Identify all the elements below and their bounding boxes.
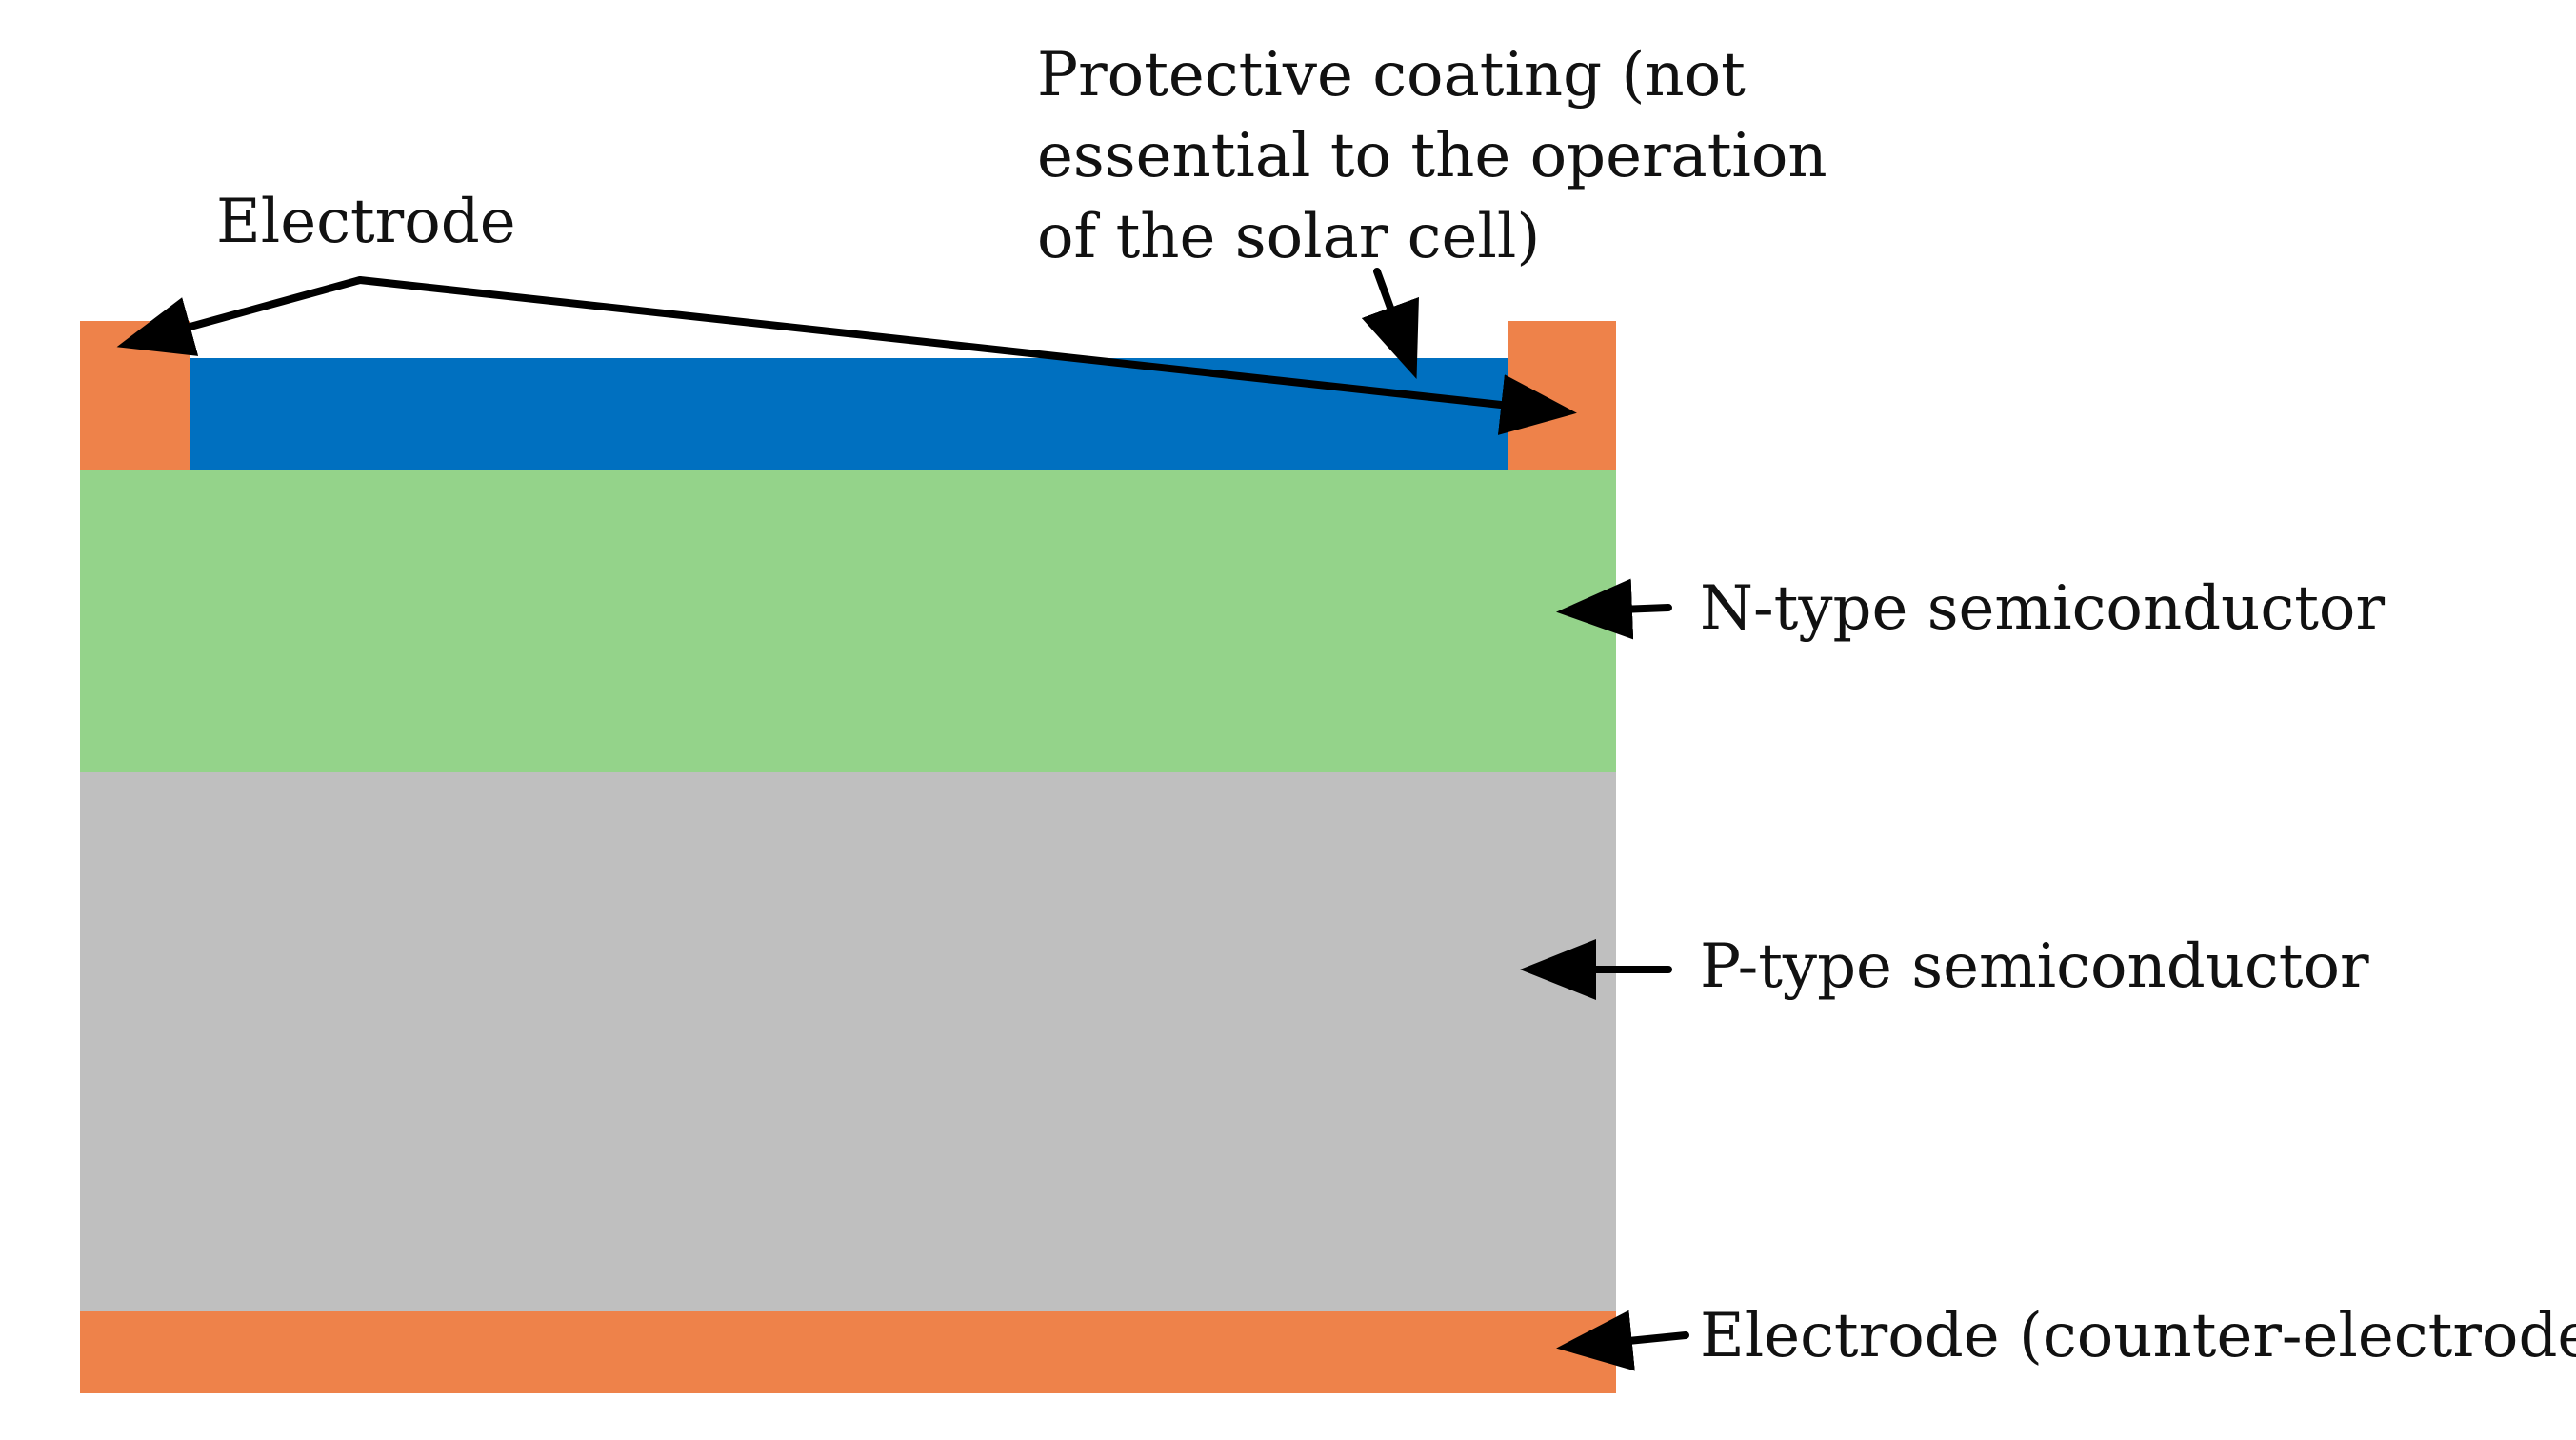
p-type-label: P-type semiconductor bbox=[1700, 931, 2369, 1002]
coating-label-line3: of the solar cell) bbox=[1037, 202, 1540, 272]
counter-electrode-arrow bbox=[1556, 1310, 1689, 1371]
coating-arrow bbox=[1361, 268, 1419, 380]
counter-electrode-label: Electrode (counter-electrode) bbox=[1700, 1301, 2576, 1371]
n-type-label: N-type semiconductor bbox=[1700, 573, 2385, 644]
n-type-layer bbox=[80, 470, 1616, 772]
top-electrode-right bbox=[1508, 321, 1616, 470]
p-type-layer bbox=[80, 770, 1616, 1314]
electrode-arrow-left bbox=[116, 276, 364, 356]
coating-label-line1: Protective coating (not bbox=[1037, 40, 1746, 110]
electrode-top-label: Electrode bbox=[216, 187, 516, 257]
coating-label-line2: essential to the operation bbox=[1037, 121, 1827, 191]
n-type-arrow bbox=[1556, 578, 1672, 640]
counter-electrode-layer bbox=[80, 1311, 1616, 1393]
electrode-arrow-right bbox=[356, 276, 1577, 435]
protective-coating-layer bbox=[188, 358, 1510, 470]
